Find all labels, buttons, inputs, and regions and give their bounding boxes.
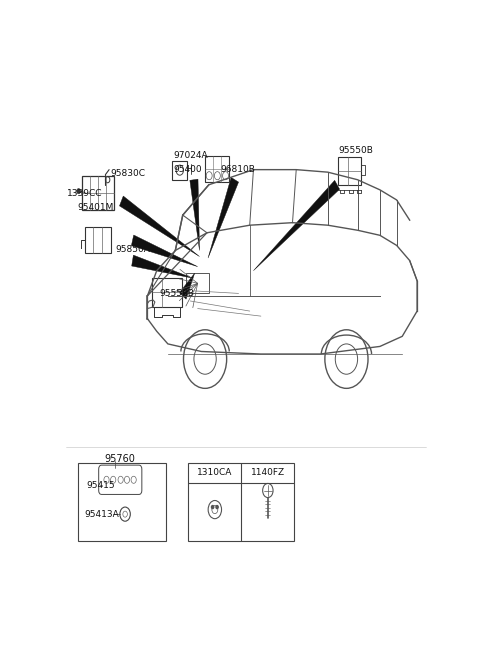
Text: 95760: 95760 xyxy=(104,453,135,464)
Circle shape xyxy=(216,506,218,508)
Bar xyxy=(78,462,167,541)
Text: 95401M: 95401M xyxy=(78,203,114,212)
Bar xyxy=(82,176,114,210)
Text: 95413A: 95413A xyxy=(84,510,119,519)
Text: 95550B: 95550B xyxy=(160,289,194,298)
Bar xyxy=(152,277,182,307)
Bar xyxy=(186,273,209,293)
Bar xyxy=(85,227,110,253)
Text: 95550B: 95550B xyxy=(338,146,373,155)
Text: 95415: 95415 xyxy=(87,481,115,490)
Text: 95830C: 95830C xyxy=(110,169,145,178)
Circle shape xyxy=(212,506,214,508)
Polygon shape xyxy=(190,179,200,251)
Bar xyxy=(188,462,294,541)
Text: 95400: 95400 xyxy=(173,165,202,174)
Circle shape xyxy=(77,189,81,194)
Polygon shape xyxy=(253,180,340,271)
Text: 97024A: 97024A xyxy=(173,151,208,160)
Text: 1140FZ: 1140FZ xyxy=(251,468,285,477)
Text: 96810B: 96810B xyxy=(220,165,255,174)
Text: 1310CA: 1310CA xyxy=(197,468,232,477)
Polygon shape xyxy=(208,177,239,258)
Polygon shape xyxy=(132,235,198,266)
Bar xyxy=(172,161,187,180)
Bar xyxy=(338,157,361,185)
Polygon shape xyxy=(180,273,195,299)
Polygon shape xyxy=(132,255,193,278)
Text: 1339CC: 1339CC xyxy=(67,189,102,198)
Text: 95850A: 95850A xyxy=(115,245,150,254)
Bar xyxy=(205,156,229,182)
Polygon shape xyxy=(120,196,200,256)
